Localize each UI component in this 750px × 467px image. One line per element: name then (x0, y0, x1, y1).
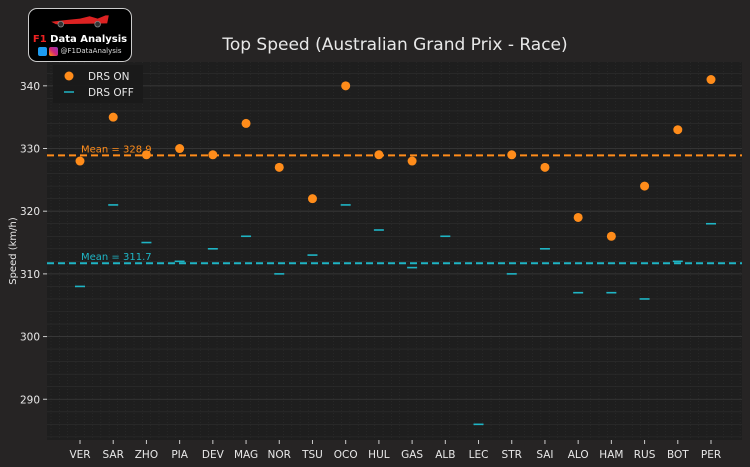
y-axis-label: Speed (km/h) (8, 217, 19, 285)
x-tick-label: ZHO (135, 449, 158, 461)
x-tick-label: PER (701, 449, 721, 461)
x-tick-label: GAS (401, 449, 423, 461)
drs-on-marker-pia (175, 144, 185, 154)
x-tick-label: BOT (667, 449, 689, 461)
drs-on-marker-ver (75, 156, 85, 166)
x-tick-label: NOR (268, 449, 291, 461)
x-tick-label: HAM (599, 449, 623, 461)
legend-marker-drs-on (64, 71, 74, 81)
x-tick-label: ALO (568, 449, 589, 461)
logo-title: F1 Data Analysis (32, 34, 128, 45)
drs-on-marker-oco (341, 81, 351, 91)
legend-label-drs-off: DRS OFF (88, 87, 134, 99)
y-tick-label: 340 (20, 81, 40, 93)
drs-on-marker-rus (640, 181, 650, 191)
drs-on-marker-sai (540, 162, 550, 172)
x-tick-label: PIA (171, 449, 188, 461)
x-tick-label: ALB (435, 449, 455, 461)
drs-on-marker-gas (407, 156, 417, 166)
plot-background (47, 62, 742, 440)
y-tick-label: 300 (20, 332, 40, 344)
x-tick-label: HUL (368, 449, 390, 461)
f1-car-icon (51, 15, 109, 28)
legend-label-drs-on: DRS ON (88, 71, 130, 83)
drs-on-marker-nor (274, 162, 284, 172)
drs-on-marker-per (706, 75, 716, 85)
drs-on-marker-tsu (307, 194, 317, 204)
mean-label: Mean = 311.7 (81, 252, 152, 263)
x-tick-label: SAI (536, 449, 553, 461)
drs-on-marker-alo (573, 212, 583, 222)
drs-on-marker-str (507, 150, 517, 160)
x-tick-label: LEC (469, 449, 489, 461)
x-tick-label: VER (69, 449, 90, 461)
logo-handle: @F1DataAnalysis (60, 47, 122, 55)
drs-on-marker-bot (673, 125, 683, 135)
x-tick-label: RUS (634, 449, 656, 461)
drs-on-marker-ham (606, 231, 616, 241)
x-tick-label: TSU (301, 449, 323, 461)
chart-title: Top Speed (Australian Grand Prix - Race) (221, 35, 567, 55)
y-tick-label: 320 (20, 206, 40, 218)
x-tick-label: OCO (334, 449, 358, 461)
drs-on-marker-dev (208, 150, 218, 160)
x-tick-label: DEV (202, 449, 225, 461)
instagram-icon (49, 46, 59, 56)
y-tick-label: 330 (20, 144, 40, 156)
drs-on-marker-sar (108, 112, 118, 122)
y-tick-label: 290 (20, 394, 40, 406)
x-tick-label: SAR (103, 449, 124, 461)
twitter-icon (38, 46, 48, 56)
x-tick-label: STR (502, 449, 522, 461)
mean-label: Mean = 328.9 (81, 144, 152, 155)
legend: DRS ON DRS OFF (53, 65, 143, 103)
drs-on-marker-zho (141, 150, 151, 160)
drs-on-marker-hul (374, 150, 384, 160)
logo: F1 Data Analysis @F1DataAnalysis (28, 8, 132, 62)
x-tick-label: MAG (234, 449, 258, 461)
y-tick-label: 310 (20, 269, 40, 281)
drs-on-marker-mag (241, 118, 251, 128)
